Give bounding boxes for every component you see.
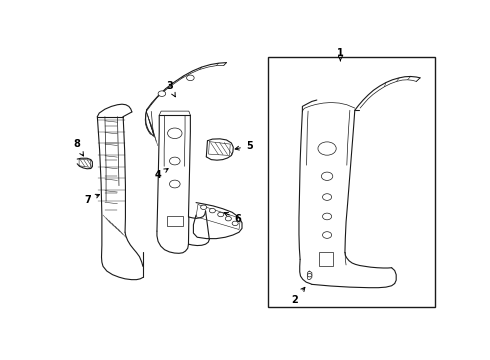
Text: 1: 1 (337, 48, 344, 61)
Circle shape (307, 274, 312, 277)
Circle shape (170, 180, 180, 188)
Bar (318, 252, 333, 266)
Circle shape (187, 75, 194, 81)
Circle shape (200, 205, 207, 210)
Circle shape (168, 128, 182, 139)
Circle shape (322, 232, 332, 238)
Text: 5: 5 (235, 141, 253, 151)
Circle shape (318, 142, 336, 155)
Bar (268, 57, 435, 307)
Circle shape (158, 91, 166, 96)
Text: 3: 3 (166, 81, 175, 97)
Circle shape (321, 172, 333, 180)
Circle shape (209, 208, 216, 213)
Circle shape (322, 194, 332, 201)
Text: 4: 4 (155, 168, 168, 180)
Circle shape (322, 213, 332, 220)
Text: 6: 6 (224, 212, 241, 224)
Bar (167, 216, 183, 226)
Circle shape (232, 221, 238, 226)
Circle shape (225, 216, 231, 221)
Text: 8: 8 (73, 139, 83, 156)
Text: 7: 7 (84, 194, 99, 205)
Circle shape (170, 157, 180, 165)
Text: 2: 2 (292, 287, 305, 305)
Circle shape (218, 212, 224, 217)
